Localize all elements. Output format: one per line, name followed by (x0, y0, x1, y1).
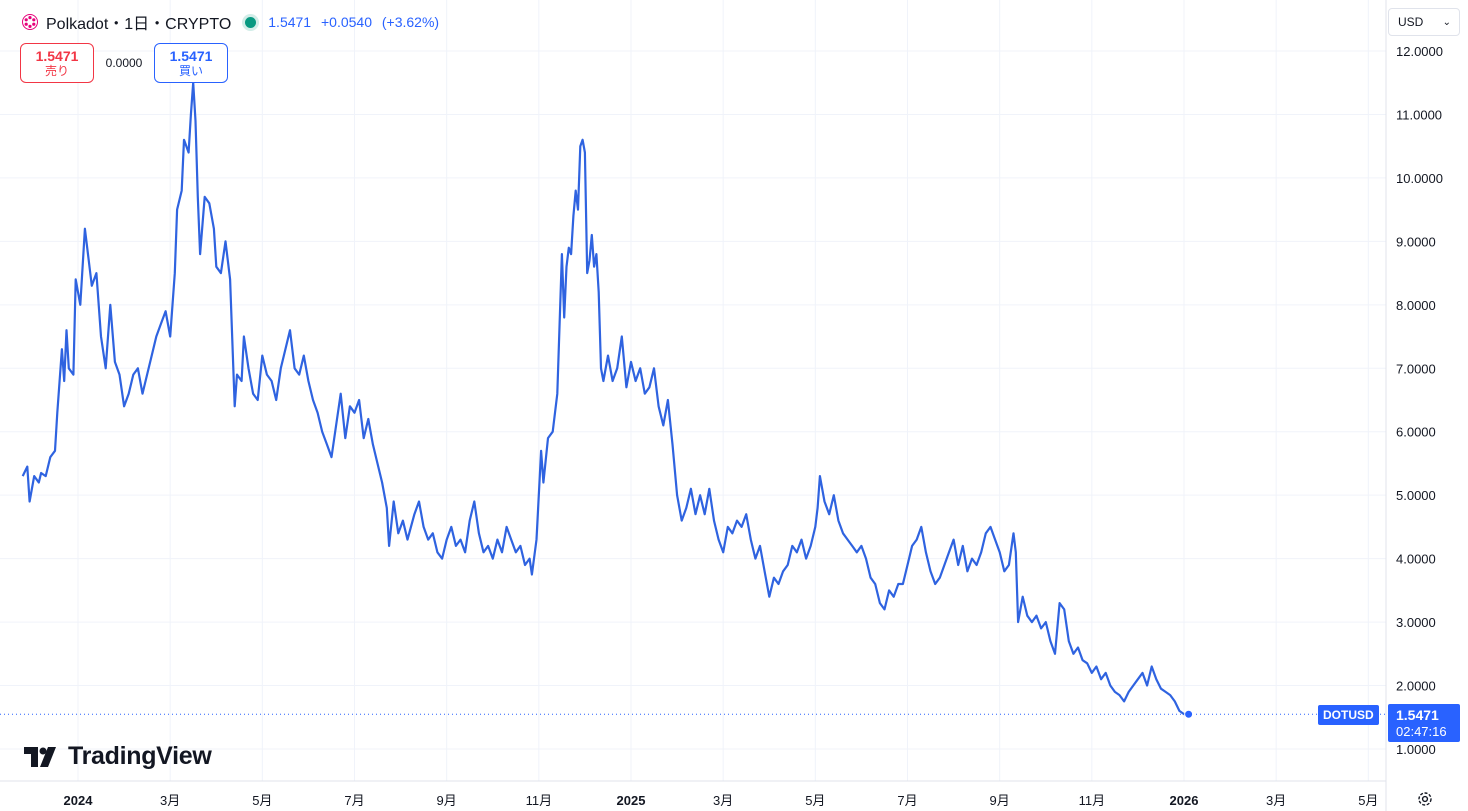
time-tick-label: 9月 (437, 793, 457, 808)
time-tick-label: 2026 (1170, 793, 1199, 808)
market-status-dot (245, 16, 257, 28)
time-tick-label: 2024 (64, 793, 94, 808)
badge-price: 1.5471 (1396, 706, 1439, 723)
tradingview-logo-icon (24, 746, 56, 767)
polkadot-logo-icon (22, 14, 38, 30)
price-tick-label: 4.0000 (1396, 552, 1436, 567)
buy-price: 1.5471 (169, 47, 213, 64)
series-line (21, 81, 1189, 716)
trade-panel: 1.5471 売り 0.0000 1.5471 買い (20, 43, 228, 83)
time-axis[interactable]: 2024 3月 5月 7月 9月 11月 2025 3月 5月 7月 9月 11月 2026 3月 5月 (64, 793, 1379, 808)
time-tick-label: 2025 (617, 793, 646, 808)
currency-select[interactable]: USD ⌄ (1388, 8, 1460, 36)
price-tick-label: 3.0000 (1396, 615, 1436, 630)
time-tick-label: 3月 (713, 793, 733, 808)
symbol-badge: DOTUSD (1318, 705, 1379, 725)
time-tick-label: 9月 (990, 793, 1010, 808)
buy-button[interactable]: 1.5471 買い (154, 43, 228, 83)
chevron-down-icon: ⌄ (1442, 16, 1451, 28)
last-price-badge: 1.5471 02:47:16 (1388, 704, 1460, 742)
last-price-dot (1184, 709, 1194, 719)
time-tick-label: 5月 (805, 793, 825, 808)
buy-label: 買い (178, 63, 203, 78)
price-change-percent: (+3.62%) (381, 14, 440, 30)
time-tick-label: 11月 (1079, 793, 1106, 808)
price-tick-label: 7.0000 (1396, 361, 1436, 376)
price-tick-label: 9.0000 (1396, 234, 1436, 249)
price-tick-label: 6.0000 (1396, 425, 1436, 440)
sell-button[interactable]: 1.5471 売り (20, 43, 94, 83)
currency-value: USD (1398, 15, 1424, 29)
symbol-title[interactable]: Polkadot・1日・CRYPTO (46, 16, 232, 33)
time-tick-label: 5月 (1358, 793, 1378, 808)
price-tick-label: 2.0000 (1396, 679, 1436, 694)
brand-name: TradingView (68, 742, 212, 770)
time-tick-label: 7月 (344, 793, 364, 808)
price-tick-label: 12.0000 (1396, 44, 1443, 59)
price-tick-label: 5.0000 (1396, 488, 1436, 503)
price-tick-label: 10.0000 (1396, 171, 1443, 186)
price-tick-label: 11.0000 (1396, 107, 1442, 122)
tradingview-logo[interactable]: TradingView (24, 742, 212, 771)
time-tick-label: 7月 (897, 793, 917, 808)
price-change: +0.0540 (320, 14, 372, 30)
sell-price: 1.5471 (35, 47, 79, 64)
price-axis[interactable]: 1.0000 2.0000 3.0000 4.0000 5.0000 6.0000 7.00… (1396, 44, 1443, 757)
time-tick-label: 3月 (1266, 793, 1286, 808)
time-tick-label: 5月 (252, 793, 272, 808)
spread-value: 0.0000 (105, 56, 143, 70)
time-tick-label: 3月 (160, 793, 180, 808)
time-tick-label: 11月 (526, 793, 553, 808)
price-tick-label: 1.0000 (1396, 742, 1436, 757)
settings-gear-icon[interactable] (1414, 788, 1436, 810)
sell-label: 売り (44, 63, 69, 78)
bar-countdown: 02:47:16 (1396, 723, 1447, 739)
price-tick-label: 8.0000 (1396, 298, 1436, 313)
chart-grid (0, 0, 1386, 781)
symbol-header: Polkadot・1日・CRYPTO 1.5471 +0.0540 (+3.62… (22, 10, 445, 34)
quote-summary: 1.5471 +0.0540 (+3.62%) (268, 14, 445, 30)
last-price: 1.5471 (268, 14, 312, 30)
